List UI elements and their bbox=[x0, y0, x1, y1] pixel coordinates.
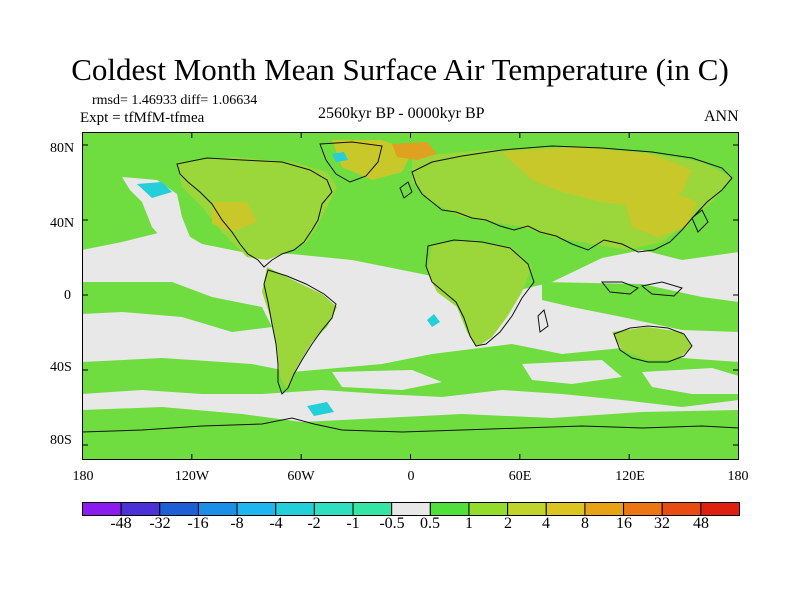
rmsd-diff-stats: rmsd= 1.46933 diff= 1.06634 bbox=[92, 93, 258, 108]
coastline bbox=[640, 281, 683, 297]
coastline bbox=[176, 157, 333, 268]
coastline bbox=[263, 269, 337, 395]
x-tick-label: 60E bbox=[508, 469, 532, 484]
temperature-map bbox=[82, 132, 739, 460]
x-tick-label: 0 bbox=[407, 469, 415, 484]
colorbar-label: 0.5 bbox=[420, 515, 440, 532]
anomaly-region bbox=[307, 402, 334, 416]
colorbar-label: 8 bbox=[581, 515, 589, 532]
coastline bbox=[82, 417, 739, 433]
colorbar-label: -48 bbox=[110, 515, 132, 532]
period-label: 2560kyr BP - 0000kyr BP bbox=[318, 105, 485, 122]
x-tick-label: 180 bbox=[72, 469, 94, 484]
colorbar-box bbox=[313, 502, 354, 516]
colorbar-label: -8 bbox=[230, 515, 244, 532]
colorbar-box bbox=[429, 502, 470, 516]
anomaly-region bbox=[427, 314, 440, 327]
y-tick-label: 40S bbox=[50, 360, 72, 375]
colorbar-box bbox=[159, 502, 199, 516]
x-tick-label: 180 bbox=[727, 469, 749, 484]
colorbar-box bbox=[352, 502, 393, 516]
anomaly-region bbox=[82, 407, 739, 460]
colorbar-label: 1 bbox=[465, 515, 473, 532]
anomaly-region bbox=[332, 370, 442, 390]
colorbar-box bbox=[507, 502, 547, 516]
colorbar-box bbox=[236, 502, 277, 516]
season-label: ANN bbox=[704, 108, 739, 125]
anomaly-region bbox=[122, 177, 192, 244]
anomaly-region bbox=[262, 267, 337, 390]
coastline bbox=[600, 281, 640, 295]
anomaly-region bbox=[622, 187, 697, 237]
y-tick-label: 80N bbox=[50, 141, 75, 156]
anomaly-region bbox=[542, 282, 739, 332]
colorbar-box bbox=[468, 502, 509, 516]
anomaly-region bbox=[362, 320, 427, 347]
coastline bbox=[537, 309, 549, 333]
y-tick-label: 80S bbox=[50, 433, 72, 448]
anomaly-fields bbox=[82, 132, 739, 460]
anomaly-region bbox=[612, 327, 692, 360]
colorbar-box bbox=[661, 502, 702, 516]
colorbar bbox=[82, 502, 740, 516]
coastline bbox=[411, 145, 733, 253]
colorbar-box bbox=[120, 502, 161, 516]
anomaly-region bbox=[392, 142, 437, 160]
anomaly-region bbox=[177, 157, 337, 260]
colorbar-label: 16 bbox=[616, 515, 632, 532]
colorbar-label: -32 bbox=[149, 515, 171, 532]
anomaly-region bbox=[82, 320, 232, 354]
coastline bbox=[399, 181, 413, 199]
axis-ticks bbox=[82, 132, 739, 460]
anomaly-region bbox=[642, 368, 739, 394]
coastlines bbox=[82, 141, 739, 433]
anomaly-region bbox=[332, 152, 348, 162]
colorbar-box bbox=[391, 502, 431, 516]
anomaly-region bbox=[212, 202, 257, 232]
colorbar-label: -0.5 bbox=[379, 515, 405, 532]
x-tick-label: 120W bbox=[174, 469, 210, 484]
experiment-label: Expt = tfMfM-tfmea bbox=[80, 110, 205, 126]
coastline bbox=[425, 239, 535, 347]
anomaly-region bbox=[332, 140, 412, 180]
colorbar-label: 32 bbox=[654, 515, 670, 532]
y-tick-label: 40N bbox=[50, 216, 75, 231]
colorbar-box bbox=[545, 502, 586, 516]
colorbar-label: -16 bbox=[187, 515, 209, 532]
coastline bbox=[319, 141, 383, 183]
anomaly-region bbox=[512, 307, 582, 327]
colorbar-box bbox=[82, 502, 122, 516]
anomaly-region bbox=[337, 300, 402, 327]
colorbar-label: -1 bbox=[346, 515, 360, 532]
anomaly-region bbox=[522, 360, 622, 384]
colorbar-label: 48 bbox=[693, 515, 709, 532]
coastline bbox=[613, 325, 693, 363]
colorbar-label: 4 bbox=[542, 515, 550, 532]
y-tick-label: 0 bbox=[64, 288, 71, 303]
coastline bbox=[691, 209, 709, 233]
anomaly-region bbox=[82, 282, 272, 332]
colorbar-box bbox=[623, 502, 663, 516]
colorbar-box bbox=[700, 502, 740, 516]
colorbar-label: 2 bbox=[504, 515, 512, 532]
map-title: Coldest Month Mean Surface Air Temperatu… bbox=[71, 52, 729, 87]
colorbar-box bbox=[275, 502, 315, 516]
anomaly-region bbox=[427, 240, 532, 347]
anomaly-region bbox=[137, 182, 172, 198]
colorbar-label: -4 bbox=[269, 515, 283, 532]
colorbar-label: -2 bbox=[307, 515, 321, 532]
colorbar-box bbox=[584, 502, 625, 516]
x-tick-label: 120E bbox=[615, 469, 645, 484]
x-tick-label: 60W bbox=[287, 469, 315, 484]
colorbar-box bbox=[197, 502, 238, 516]
